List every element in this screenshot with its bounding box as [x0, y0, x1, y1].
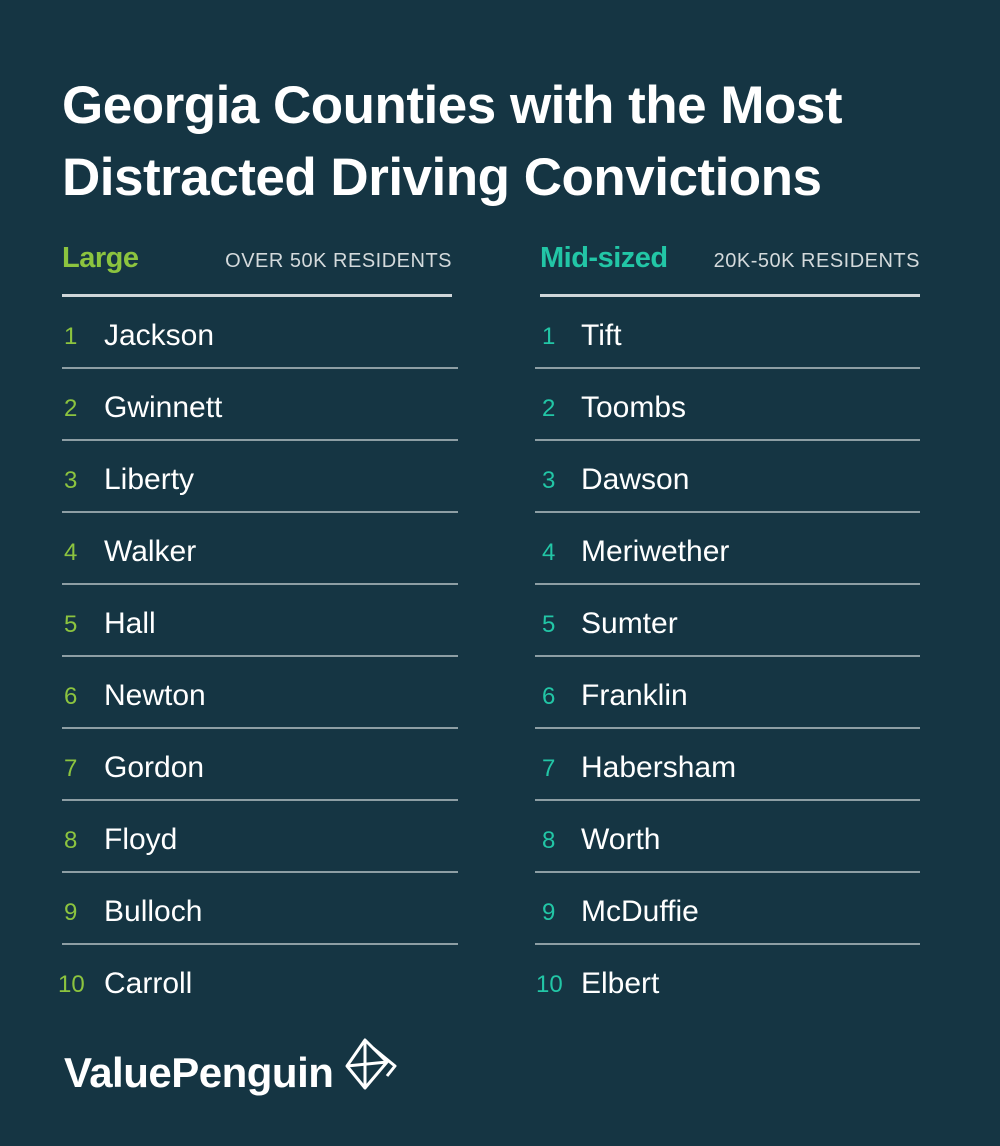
midsized-column-header: Mid-sized 20K-50K RESIDENTS — [535, 238, 920, 286]
county-rank: 5 — [542, 611, 556, 638]
large-county-row: 6 Newton — [62, 657, 458, 729]
county-rank: 2 — [64, 395, 78, 422]
midsized-category-label: Mid-sized — [540, 242, 668, 274]
county-name: Elbert — [581, 967, 660, 1000]
large-county-row: 10 Carroll — [58, 945, 458, 1015]
title-line-2: Distracted Driving Convictions — [62, 148, 822, 207]
county-name: McDuffie — [581, 895, 699, 928]
large-column-header: Large OVER 50K RESIDENTS — [62, 238, 458, 286]
large-county-row: 8 Floyd — [62, 801, 458, 873]
county-rank: 1 — [542, 323, 556, 350]
large-category-label: Large — [62, 242, 139, 274]
midsized-county-row: 1 Tift — [535, 297, 920, 369]
county-rank: 9 — [64, 899, 78, 926]
midsized-header-divider — [540, 294, 920, 297]
large-header-divider — [62, 294, 452, 297]
county-name: Bulloch — [104, 895, 203, 928]
county-name: Habersham — [581, 751, 737, 784]
county-name: Franklin — [581, 679, 688, 712]
county-rank: 1 — [64, 323, 78, 350]
county-name: Liberty — [104, 463, 195, 496]
county-name: Gwinnett — [104, 391, 223, 424]
county-name: Hall — [104, 607, 156, 640]
county-name: Gordon — [104, 751, 205, 784]
county-name: Floyd — [104, 823, 178, 856]
midsized-county-row: 8 Worth — [535, 801, 920, 873]
county-rank: 6 — [542, 683, 556, 710]
title-line-1: Georgia Counties with the Most — [62, 76, 843, 135]
county-name: Meriwether — [581, 535, 730, 568]
valuepenguin-logo-icon — [343, 1036, 399, 1097]
midsized-county-row: 10 Elbert — [535, 945, 920, 1015]
county-name: Sumter — [581, 607, 678, 640]
county-name: Dawson — [581, 463, 690, 496]
midsized-county-row: 9 McDuffie — [535, 873, 920, 945]
county-rank: 8 — [542, 827, 556, 854]
midsized-county-row: 5 Sumter — [535, 585, 920, 657]
large-county-row: 1 Jackson — [62, 297, 458, 369]
county-name: Walker — [104, 535, 197, 568]
county-name: Worth — [581, 823, 661, 856]
county-name: Carroll — [104, 967, 193, 1000]
midsized-counties-column: Mid-sized 20K-50K RESIDENTS 1 Tift 2 Toombs… — [535, 238, 920, 1015]
large-county-list: 1 Jackson 2 Gwinnett 3 Liberty 4 Walker 5 Hall 6 Ne… — [58, 297, 458, 1015]
midsized-county-row: 3 Dawson — [535, 441, 920, 513]
county-rank: 7 — [64, 755, 78, 782]
county-rank: 3 — [542, 467, 556, 494]
midsized-county-row: 2 Toombs — [535, 369, 920, 441]
county-rank: 5 — [64, 611, 78, 638]
county-name: Tift — [581, 319, 622, 352]
county-rank: 10 — [536, 971, 563, 998]
county-name: Jackson — [104, 319, 215, 352]
midsized-category-subtitle: 20K-50K RESIDENTS — [713, 250, 920, 272]
midsized-county-list: 1 Tift 2 Toombs 3 Dawson 4 Meriwether 5 Sumter 6 Fr… — [535, 297, 920, 1015]
midsized-county-row: 6 Franklin — [535, 657, 920, 729]
county-name: Toombs — [581, 391, 687, 424]
midsized-county-row: 4 Meriwether — [535, 513, 920, 585]
county-rank: 9 — [542, 899, 556, 926]
large-county-row: 2 Gwinnett — [62, 369, 458, 441]
county-rank: 4 — [542, 539, 556, 566]
county-rank: 3 — [64, 467, 78, 494]
brand-logo: ValuePenguin — [64, 1038, 399, 1097]
county-rank: 10 — [58, 971, 85, 998]
county-rank: 4 — [64, 539, 78, 566]
large-counties-column: Large OVER 50K RESIDENTS 1 Jackson 2 Gwinne… — [58, 238, 458, 1015]
page-title: Georgia Counties with the Most Distracte… — [62, 70, 962, 214]
large-county-row: 5 Hall — [62, 585, 458, 657]
county-name: Newton — [104, 679, 206, 712]
large-county-row: 9 Bulloch — [62, 873, 458, 945]
county-rank: 7 — [542, 755, 556, 782]
large-category-subtitle: OVER 50K RESIDENTS — [225, 250, 452, 272]
county-rank: 2 — [542, 395, 556, 422]
brand-name: ValuePenguin — [64, 1048, 334, 1096]
county-rank: 8 — [64, 827, 78, 854]
county-rank: 6 — [64, 683, 78, 710]
large-county-row: 3 Liberty — [62, 441, 458, 513]
large-county-row: 7 Gordon — [62, 729, 458, 801]
large-county-row: 4 Walker — [62, 513, 458, 585]
midsized-county-row: 7 Habersham — [535, 729, 920, 801]
